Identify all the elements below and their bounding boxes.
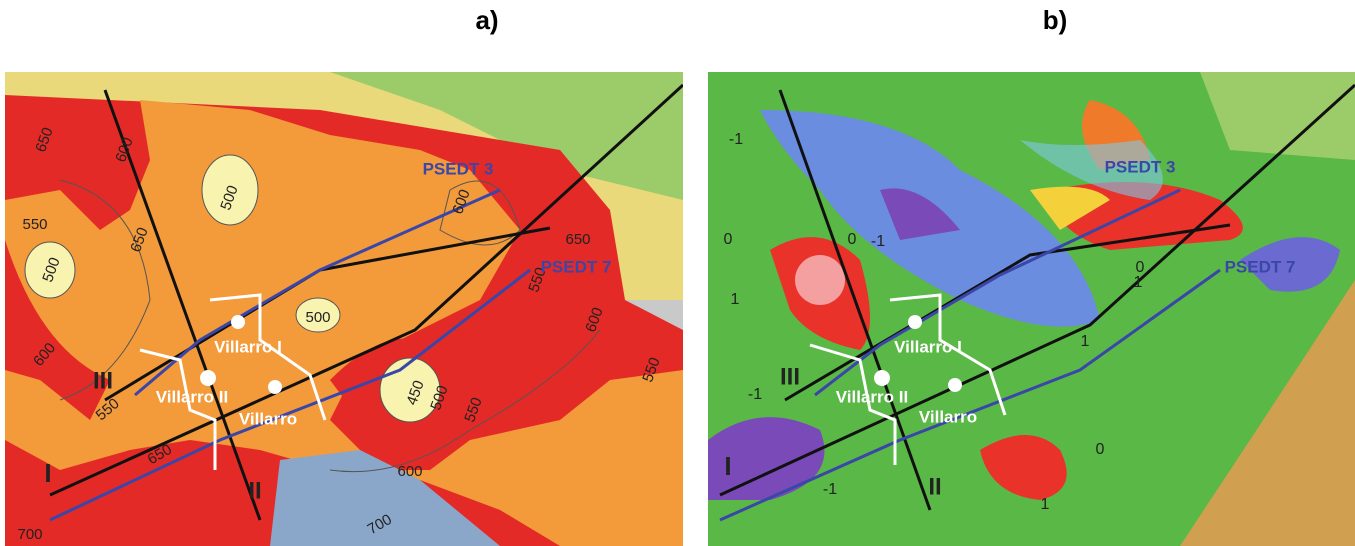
map-label: Villarro [919,407,977,426]
map-label: 0 [848,231,857,248]
panel-label: b) [1043,5,1068,35]
map-b [708,72,1355,546]
map-label: -1 [823,481,837,498]
map-label: Villarro II [836,387,908,406]
map-label: Villarro I [894,337,962,356]
map-label: I [44,458,51,488]
map-label: Villarro I [214,337,282,356]
map-label: PSEDT 7 [541,257,612,276]
map-label: PSEDT 7 [1225,257,1296,276]
map-label: 700 [17,526,42,543]
map-label: Villarro [239,409,297,428]
panel-label: a) [475,5,498,35]
map-label: 600 [397,463,422,480]
map-label: PSEDT 3 [423,159,494,178]
map-label: II [928,473,941,500]
map-label: -1 [871,233,885,250]
map-label: 500 [305,309,330,326]
map-label: 1 [1134,274,1143,291]
map-label: I [724,451,731,481]
map-label: Villarro II [156,387,228,406]
map-label: 550 [22,216,47,233]
map-label: 1 [1081,333,1090,350]
map-a [5,72,683,546]
map-label: PSEDT 3 [1105,157,1176,176]
map-label: -1 [748,386,762,403]
map-label: III [93,367,113,394]
map-label: II [248,477,261,504]
map-label: 1 [1041,496,1050,513]
map-label: 1 [731,291,740,308]
map-label: -1 [729,131,743,148]
map-label: 0 [724,231,733,248]
map-label: III [780,363,800,390]
map-label: 0 [1096,441,1105,458]
map-label: 650 [565,231,590,248]
figure: a) b) 65060055050050065050060065 [0,0,1355,546]
